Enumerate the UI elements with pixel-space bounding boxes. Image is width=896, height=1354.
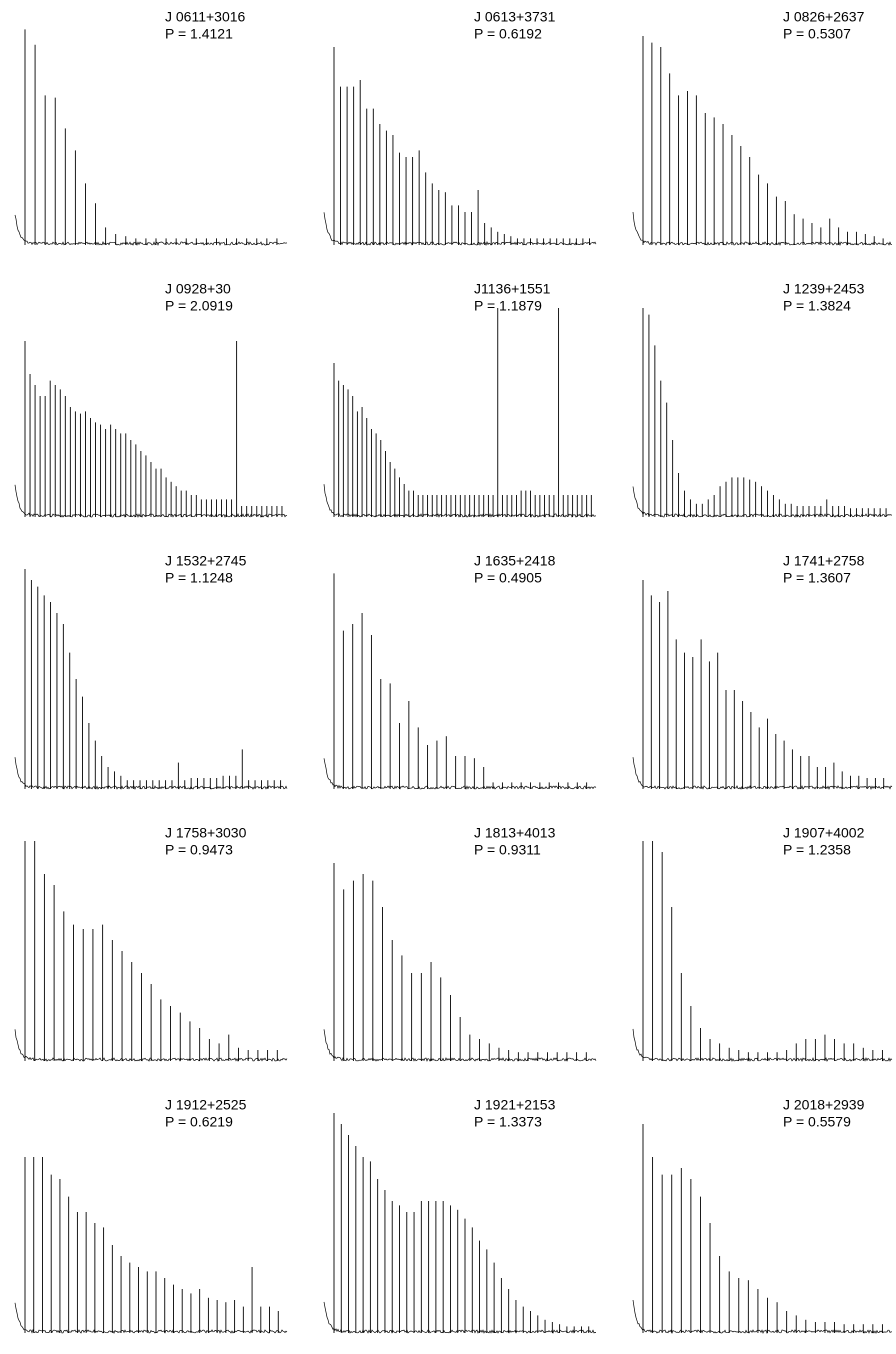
noise-baseline	[632, 1028, 893, 1062]
panel-title: J 1635+2418	[474, 553, 556, 569]
spectrum-panel: J 0928+30P = 2.0919	[14, 281, 288, 518]
noise-baseline	[632, 757, 893, 791]
panel-subtitle: P = 0.9473	[165, 842, 233, 858]
noise-baseline	[632, 211, 892, 247]
panel-subtitle: P = 2.0919	[165, 298, 233, 314]
panel-title: J 0613+3731	[474, 9, 556, 25]
panel-subtitle: P = 1.3824	[783, 298, 851, 314]
panel-title: J 1921+2153	[474, 1097, 556, 1113]
panel-subtitle: P = 1.3607	[783, 570, 851, 586]
noise-baseline	[323, 212, 597, 246]
panel-subtitle: P = 0.5579	[783, 1114, 851, 1130]
panel-subtitle: P = 0.9311	[474, 842, 541, 858]
panel-subtitle: P = 0.5307	[783, 26, 851, 42]
panel-title: J 0611+3016	[165, 9, 246, 25]
noise-baseline	[323, 1301, 597, 1334]
panel-title: J 0928+30	[165, 281, 231, 297]
noise-baseline	[323, 758, 597, 790]
panel-title: J 1813+4013	[474, 825, 556, 841]
panel-subtitle: P = 1.3373	[474, 1114, 542, 1130]
panel-subtitle: P = 1.2358	[783, 842, 851, 858]
noise-baseline	[632, 486, 893, 518]
panel-title: J 1239+2453	[783, 281, 865, 297]
panel-title: J 1741+2758	[783, 553, 865, 569]
panel-title: J 1912+2525	[165, 1097, 247, 1113]
panel-subtitle: P = 1.1248	[165, 570, 233, 586]
panel-title: J 0826+2637	[783, 9, 865, 25]
panel-subtitle: P = 0.4905	[474, 570, 542, 586]
panel-title: J 1758+3030	[165, 825, 247, 841]
noise-baseline	[632, 1299, 893, 1334]
panel-title: J 2018+2939	[783, 1097, 865, 1113]
noise-baseline	[14, 757, 288, 790]
panel-title: J 1907+4002	[783, 825, 865, 841]
panel-subtitle: P = 0.6219	[165, 1114, 233, 1130]
panel-subtitle: P = 0.6192	[474, 26, 542, 42]
noise-baseline	[14, 1302, 288, 1334]
panel-title: J 1532+2745	[165, 553, 247, 569]
panel-subtitle: P = 1.1879	[474, 298, 542, 314]
panel-title: J1136+1551	[474, 281, 551, 297]
panel-subtitle: P = 1.4121	[165, 26, 233, 42]
noise-baseline	[14, 214, 288, 246]
